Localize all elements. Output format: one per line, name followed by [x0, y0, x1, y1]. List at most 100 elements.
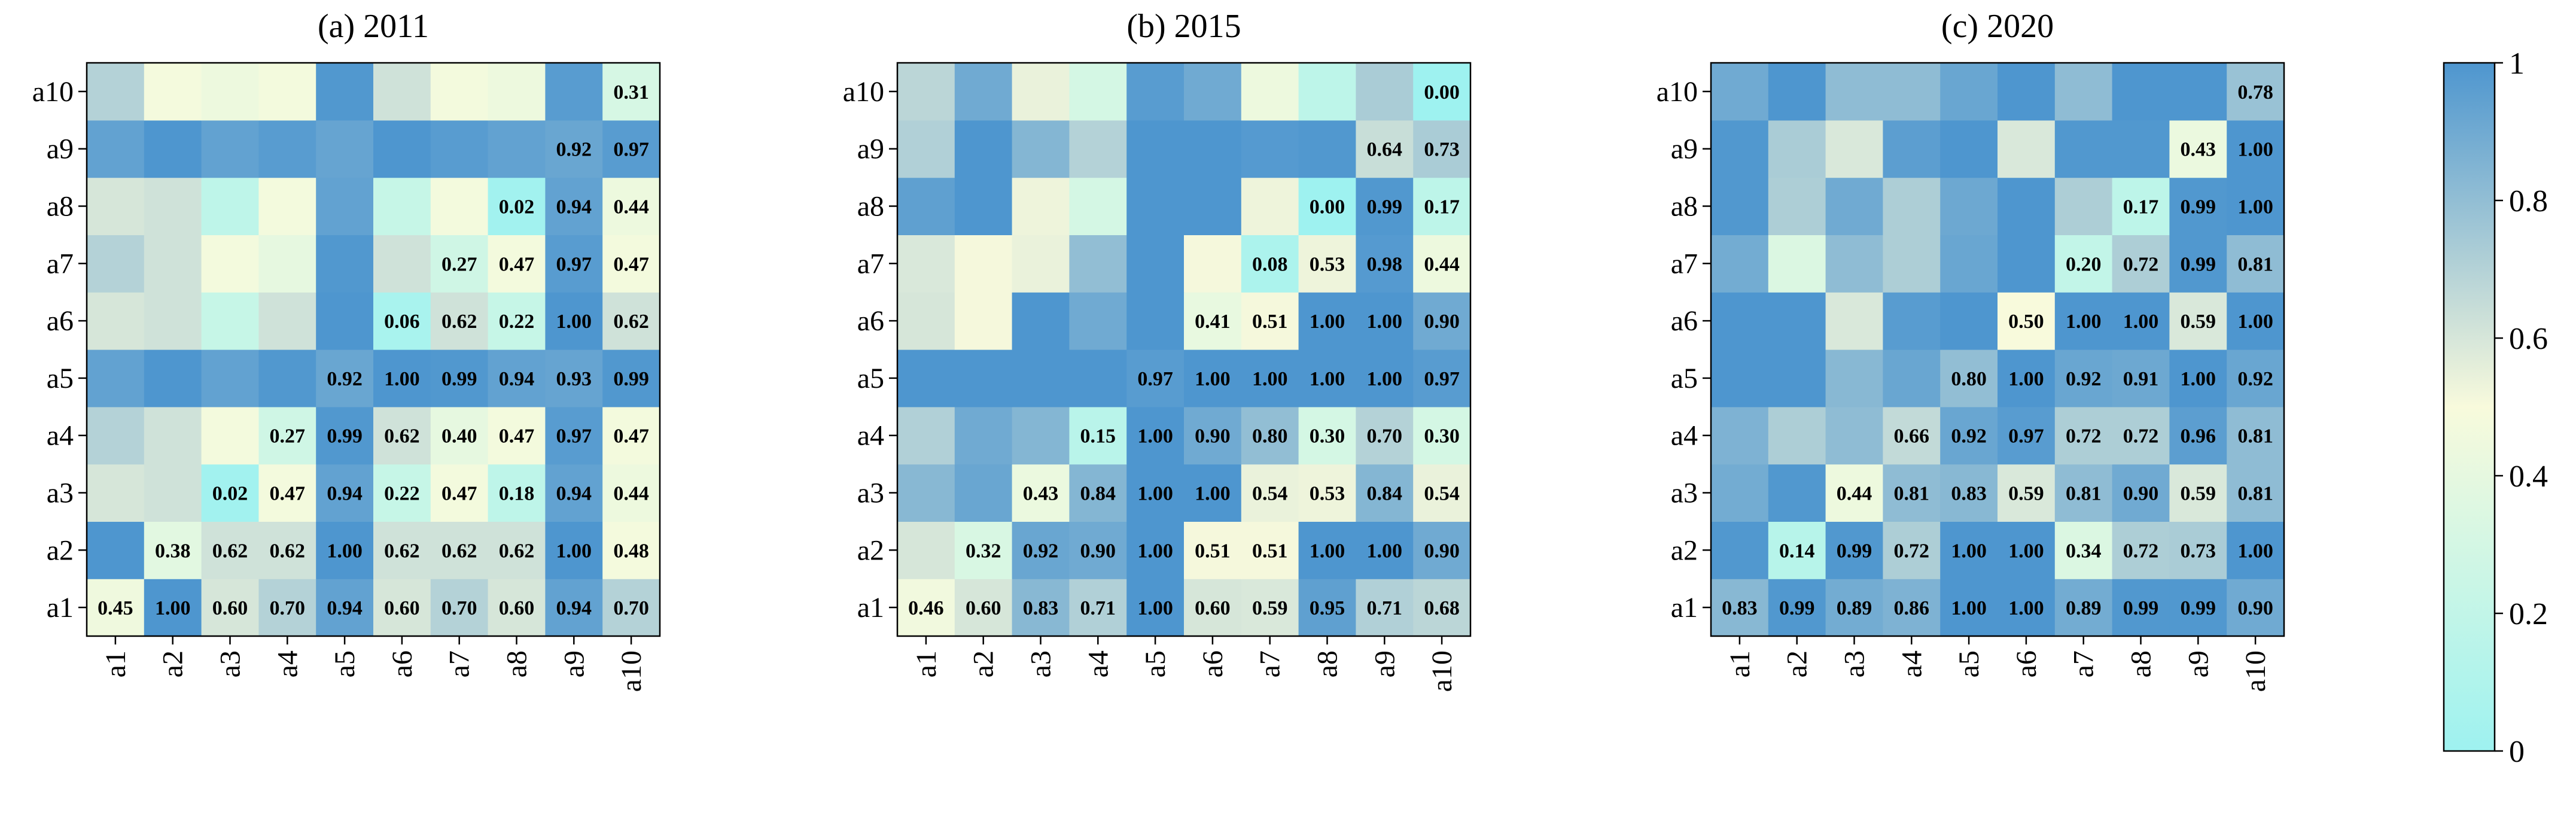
heatmap-cell: [316, 120, 374, 178]
heatmap-cell: [1069, 292, 1127, 350]
cell-value-label: 1.00: [556, 540, 592, 562]
heatmap-cell: [1413, 349, 1471, 408]
cell-value-label: 0.99: [613, 368, 649, 390]
y-tick-label: a5: [1671, 363, 1698, 394]
heatmap-cell: [1940, 235, 1998, 293]
heatmap-cell: [1241, 63, 1299, 121]
heatmap-cell: [897, 521, 955, 579]
cell-value-label: 0.89: [1837, 597, 1872, 619]
heatmap-cell: [430, 579, 489, 637]
heatmap-cell: [1012, 521, 1070, 579]
x-tick-label: a6: [386, 650, 418, 677]
heatmap-cell: [1184, 464, 1242, 522]
heatmap-cell: [316, 292, 374, 350]
heatmap-cell: [954, 349, 1013, 408]
x-tick-label: a4: [1082, 650, 1114, 677]
cell-value-label: 0.99: [2181, 597, 2216, 619]
cell-value-label: 0.73: [2181, 540, 2216, 562]
cell-value-label: 0.43: [2181, 139, 2216, 161]
cell-value-label: 1.00: [1367, 311, 1403, 333]
heatmap-cell: [1356, 292, 1414, 350]
heatmap-cell: [2169, 235, 2227, 293]
heatmap-cell: [1711, 120, 1769, 178]
x-tick-label: a9: [2182, 650, 2214, 677]
y-tick-label: a3: [1671, 478, 1698, 509]
x-tick-label: a10: [616, 650, 647, 692]
y-tick-label: a1: [47, 592, 74, 624]
cell-value-label: 0.44: [1424, 253, 1460, 275]
cell-value-label: 0.27: [270, 425, 306, 448]
heatmap-cell: [1356, 120, 1414, 178]
heatmap-cell: [602, 464, 660, 522]
colorbar-tick-label: 0.8: [2509, 184, 2548, 218]
heatmap-cell: [1298, 292, 1356, 350]
heatmap-cell: [87, 63, 145, 121]
cell-value-label: 0.94: [556, 196, 592, 218]
x-tick-label: a1: [911, 650, 942, 677]
heatmap-cell: [144, 120, 202, 178]
heatmap-cell: [87, 579, 145, 637]
heatmap-cell: [373, 235, 431, 293]
heatmap-cell: [2169, 406, 2227, 465]
x-tick-label: a8: [2126, 650, 2157, 677]
heatmap-cell: [430, 177, 489, 235]
x-tick-label: a8: [1312, 650, 1344, 677]
heatmap-cell: [545, 521, 603, 579]
heatmap-cell: [1768, 579, 1826, 637]
colorbar-tick-label: 1: [2509, 47, 2525, 81]
cell-value-label: 0.81: [2237, 483, 2273, 505]
heatmap-cell: [1241, 349, 1299, 408]
heatmap-cell: [2169, 349, 2227, 408]
heatmap-cell: [2169, 521, 2227, 579]
heatmap-cell: [144, 177, 202, 235]
colorbar: 0 0.2 0.4 0.6 0.8 1: [2443, 47, 2548, 769]
heatmap-cell: [1241, 521, 1299, 579]
x-tick-label: a3: [1839, 650, 1871, 677]
heatmap-cell: [201, 120, 259, 178]
cell-value-label: 1.00: [2123, 311, 2159, 333]
y-tick-label: a2: [1671, 534, 1698, 566]
heatmap-cell: [87, 292, 145, 350]
heatmap-cell: [201, 579, 259, 637]
heatmap-cell: [1241, 464, 1299, 522]
cell-value-label: 0.92: [327, 368, 363, 390]
cell-value-label: 0.92: [2237, 368, 2273, 390]
heatmap-cell: [2227, 349, 2285, 408]
heatmap-cell: [1069, 177, 1127, 235]
heatmap-cell: [1184, 349, 1242, 408]
y-tick-label: a4: [47, 420, 74, 452]
y-tick-label: a4: [1671, 420, 1698, 452]
heatmap-cell: [373, 464, 431, 522]
heatmap-cell: [897, 235, 955, 293]
panel-frame: [896, 62, 1472, 637]
heatmap-cell: [1241, 177, 1299, 235]
y-tick-label: a4: [857, 420, 884, 452]
colorbar-tick-label: 0: [2509, 735, 2525, 769]
heatmap-cell: [897, 292, 955, 350]
cell-value-label: 1.00: [2008, 597, 2044, 619]
cell-value-label: 0.97: [2008, 425, 2044, 448]
heatmap-cell: [201, 177, 259, 235]
heatmap-panel-1: (a) 2011 0.45 1.00 0.60 0.70 0.94 0.60 0.70 0.60…: [32, 8, 661, 692]
heatmap-cell: [602, 63, 660, 121]
panel-frame: [86, 62, 661, 637]
heatmap-cell: [1940, 406, 1998, 465]
heatmap-cell: [2112, 235, 2170, 293]
heatmap-cell: [2227, 521, 2285, 579]
cell-value-label: 1.00: [1951, 540, 1987, 562]
cell-value-label: 0.99: [2181, 196, 2216, 218]
heatmap-cell: [1413, 521, 1471, 579]
x-tick-label: a3: [215, 650, 246, 677]
cell-value-label: 0.46: [908, 597, 944, 619]
heatmap-cell: [2112, 120, 2170, 178]
cell-value-label: 0.70: [1367, 425, 1403, 448]
heatmap-cell: [316, 406, 374, 465]
cell-value-label: 0.97: [556, 425, 592, 448]
heatmap-cell: [1883, 120, 1941, 178]
cell-value-label: 0.78: [2237, 81, 2273, 104]
heatmap-cell: [373, 177, 431, 235]
cell-value-label: 0.41: [1195, 311, 1231, 333]
heatmap-cell: [258, 464, 316, 522]
heatmap-cell: [488, 292, 546, 350]
heatmap-cell: [1126, 521, 1185, 579]
